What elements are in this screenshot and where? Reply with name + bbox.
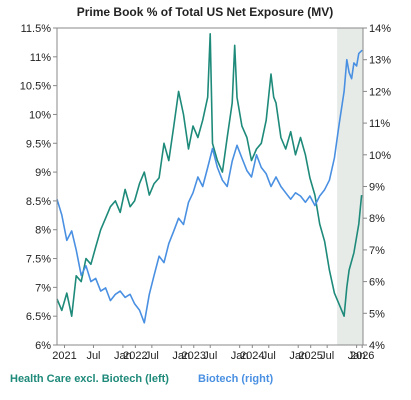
left-tick-label: 6.5% — [26, 311, 51, 323]
left-axis: 6% 6.5% 7% 7.5% 8% 8.5% 9% 9.5% 10% 10.5% 11% 11.5% — [20, 23, 57, 352]
right-tick-label: 10% — [369, 150, 391, 162]
x-tick-label: 2021 — [52, 350, 76, 362]
series-line-biotech — [56, 49, 363, 324]
x-tick-label: Jul — [320, 350, 334, 362]
legend: Health Care excl. Biotech (left) Biotech … — [10, 373, 273, 385]
left-tick-label: 8.5% — [26, 196, 51, 208]
x-tick-label: Jan — [114, 350, 132, 362]
x-tick-label: Jan — [348, 350, 366, 362]
right-tick-label: 7% — [369, 245, 385, 257]
x-tick-label: Jul — [262, 350, 276, 362]
right-tick-label: 6% — [369, 277, 385, 289]
shaded-region — [337, 28, 363, 345]
left-tick-label: 7% — [35, 282, 51, 294]
right-tick-label: 4% — [369, 340, 385, 352]
right-tick-label: 14% — [369, 23, 391, 35]
x-tick-label: Jan — [231, 350, 249, 362]
left-tick-label: 11% — [30, 52, 51, 64]
right-tick-label: 12% — [369, 86, 391, 98]
left-tick-label: 10% — [29, 109, 51, 121]
right-tick-label: 13% — [369, 55, 391, 67]
right-axis: 4% 5% 6% 7% 8% 9% 10% 11% 12% 13% 14% — [363, 23, 391, 352]
left-tick-label: 9% — [35, 167, 51, 179]
series-line-health-care — [56, 33, 363, 317]
right-tick-label: 9% — [369, 182, 385, 194]
x-tick-label: Jul — [203, 350, 217, 362]
left-tick-label: 6% — [35, 340, 51, 352]
left-tick-label: 11.5% — [21, 23, 52, 35]
x-tick-label: Jul — [145, 350, 159, 362]
x-tick-label: Jan — [289, 350, 307, 362]
x-tick-label: 2022 — [123, 350, 147, 362]
left-tick-label: 8% — [35, 225, 51, 237]
plot-frame — [56, 27, 364, 346]
right-tick-label: 5% — [369, 308, 385, 320]
left-tick-label: 7.5% — [26, 254, 51, 266]
x-tick-label: 2024 — [240, 350, 264, 362]
legend-item-health-care: Health Care excl. Biotech (left) — [10, 373, 169, 385]
legend-item-biotech: Biotech (right) — [198, 373, 273, 385]
chart-title: Prime Book % of Total US Net Exposure (M… — [77, 5, 333, 19]
right-tick-label: 8% — [369, 213, 385, 225]
right-tick-label: 11% — [369, 118, 390, 130]
left-tick-label: 10.5% — [20, 81, 51, 93]
x-tick-label: Jan — [172, 350, 190, 362]
x-tick-label: 2023 — [182, 350, 206, 362]
x-tick-label: 2025 — [298, 350, 322, 362]
x-tick-label: 2026 — [350, 350, 374, 362]
left-tick-label: 9.5% — [26, 138, 51, 150]
x-tick-label: Jul — [86, 350, 100, 362]
